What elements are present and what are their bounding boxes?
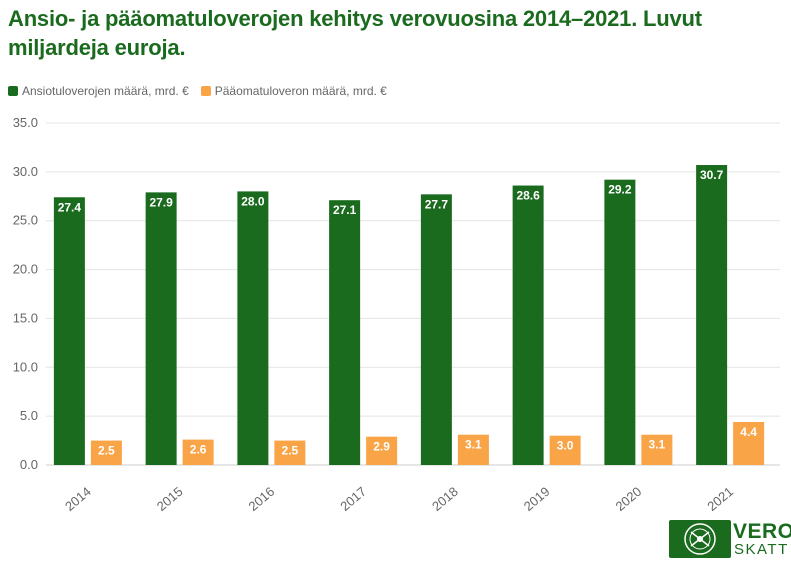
y-tick-label: 30.0	[13, 164, 38, 179]
x-tick-label: 2015	[154, 484, 186, 514]
logo-emblem-icon	[669, 520, 731, 558]
bar-ansiotulovero	[604, 179, 636, 465]
chart-title: Ansio- ja pääomatuloverojen kehitys vero…	[8, 6, 702, 60]
bar-paaomatulovero	[641, 434, 673, 465]
data-label: 2.9	[373, 440, 390, 454]
data-label: 2.5	[282, 444, 299, 458]
vero-skatt-logo: VERO SKATT	[669, 520, 791, 560]
data-label: 27.9	[149, 195, 173, 209]
bar-paaomatulovero	[733, 422, 765, 465]
bar-paaomatulovero	[182, 439, 214, 465]
y-tick-label: 10.0	[13, 359, 38, 374]
data-label: 3.0	[557, 439, 574, 453]
data-label: 3.1	[465, 438, 482, 452]
x-tick-label: 2014	[62, 484, 94, 514]
legend-swatch-green	[8, 86, 18, 96]
bar-ansiotulovero	[53, 197, 85, 465]
data-label: 29.2	[608, 183, 632, 197]
y-tick-label: 5.0	[20, 408, 38, 423]
bar-ansiotulovero	[696, 165, 728, 465]
bar-chart: 0.0 5.0 10.0 15.0 20.0 25.0 30.0 35.0 27.4 2.5 201…	[13, 115, 780, 514]
bar-ansiotulovero	[145, 192, 177, 465]
data-label: 4.4	[740, 425, 757, 439]
legend-swatch-orange	[200, 86, 211, 96]
data-label: 27.4	[58, 200, 82, 214]
bar-paaomatulovero	[274, 440, 306, 465]
bar-ansiotulovero	[420, 194, 452, 465]
data-label: 27.7	[425, 197, 449, 211]
legend-item-ansiotulovero[interactable]: Ansiotuloverojen määrä, mrd. €	[8, 84, 189, 98]
bar-paaomatulovero	[457, 434, 489, 465]
bar-paaomatulovero	[549, 435, 581, 465]
y-tick-label: 0.0	[20, 457, 38, 472]
legend-label-ansiotulovero: Ansiotuloverojen määrä, mrd. €	[22, 84, 189, 98]
y-tick-label: 35.0	[13, 115, 38, 130]
y-tick-label: 15.0	[13, 310, 38, 325]
data-label: 27.1	[333, 203, 357, 217]
data-label: 3.1	[649, 438, 666, 452]
logo-text-vero: VERO	[733, 520, 791, 543]
bar-paaomatulovero	[366, 436, 398, 465]
bar-ansiotulovero	[329, 200, 361, 466]
y-tick-label: 25.0	[13, 213, 38, 228]
x-tick-label: 2021	[704, 484, 736, 514]
x-tick-label: 2017	[337, 484, 369, 514]
data-label: 2.6	[190, 443, 207, 457]
data-label: 30.7	[700, 168, 724, 182]
data-label: 28.6	[516, 189, 540, 203]
x-tick-label: 2018	[429, 484, 461, 514]
data-label: 2.5	[98, 444, 115, 458]
legend-label-paaomatulovero: Pääomatuloveron määrä, mrd. €	[214, 84, 387, 98]
legend: Ansiotuloverojen määrä, mrd. € Pääomatul…	[8, 83, 399, 99]
data-label: 28.0	[241, 194, 265, 208]
x-tick-label: 2019	[521, 484, 553, 514]
logo-text-skatt: SKATT	[734, 541, 789, 558]
y-tick-label: 20.0	[13, 262, 38, 277]
bar-ansiotulovero	[512, 185, 544, 465]
x-tick-label: 2016	[246, 484, 278, 514]
bar-ansiotulovero	[237, 191, 269, 465]
bar-paaomatulovero	[90, 440, 122, 465]
x-tick-label: 2020	[613, 484, 645, 514]
legend-item-paaomatulovero[interactable]: Pääomatuloveron määrä, mrd. €	[200, 84, 387, 98]
